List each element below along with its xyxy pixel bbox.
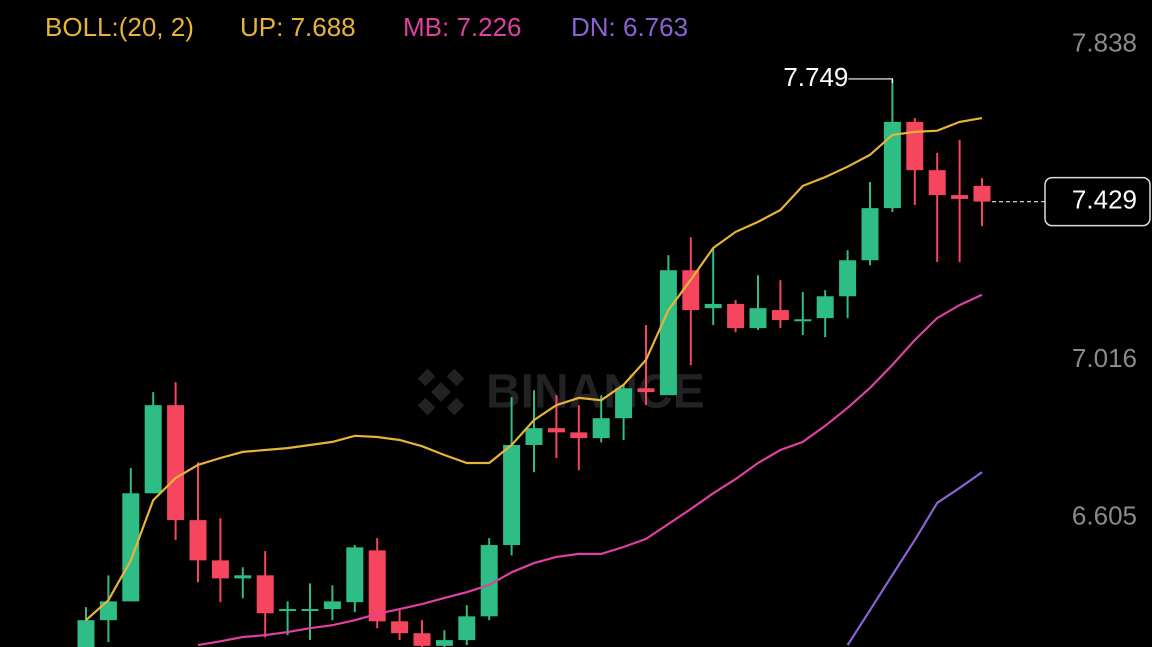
candle-body (525, 428, 543, 446)
candle-body (323, 601, 341, 610)
candle-body (458, 616, 476, 641)
candle-body (480, 545, 498, 617)
candle-body (211, 560, 229, 579)
y-tick-label: 6.605 (1072, 500, 1137, 530)
watermark-logo (417, 368, 465, 416)
candle-body (189, 520, 207, 561)
candle-body (928, 170, 946, 196)
candle-body (279, 609, 297, 612)
high-label: 7.749 (783, 62, 848, 92)
candle-body (391, 621, 409, 634)
candle-body (435, 640, 453, 646)
candle-body (368, 550, 386, 622)
candle-body (749, 308, 767, 329)
candle-body (637, 388, 655, 393)
candle-body (503, 445, 521, 546)
high-marker-line (848, 78, 893, 83)
y-tick-label: 7.838 (1072, 28, 1137, 58)
candle-body (682, 270, 700, 311)
candle-body (906, 121, 924, 171)
candle-body (592, 418, 610, 439)
band-line (85, 117, 983, 622)
band-line (846, 471, 983, 646)
candle-body (704, 303, 722, 309)
candle-body (973, 185, 991, 202)
indicator-label: BOLL:(20, 2) (45, 12, 194, 42)
candle-body (234, 575, 252, 579)
candle-body (951, 195, 969, 199)
candle-body (167, 405, 185, 521)
last-price-box (1044, 176, 1151, 227)
candle-body (659, 270, 677, 396)
candle-body (727, 303, 745, 329)
candle-body (615, 388, 633, 419)
candle-body (547, 428, 565, 433)
candle-body (413, 633, 431, 646)
candle-body (794, 319, 812, 322)
candle-body (122, 493, 140, 602)
last-price-label: 7.429 (1072, 184, 1137, 214)
candle-body (839, 260, 857, 297)
candle-body (570, 432, 588, 439)
y-tick-label: 7.016 (1072, 343, 1137, 373)
legend-entry: DN: 6.763 (571, 12, 688, 42)
candle-body (883, 121, 901, 209)
band-line (197, 293, 983, 647)
candles (77, 78, 991, 647)
candle-body (144, 405, 162, 494)
candle-body (77, 620, 95, 647)
candle-body (346, 547, 364, 603)
legend: BOLL:(20, 2) UP: 7.688 MB: 7.226 DN: 6.763 (45, 12, 688, 42)
legend-entry: MB: 7.226 (403, 12, 522, 42)
candle-body (816, 296, 834, 319)
candle-body (99, 601, 117, 621)
candle-body (771, 310, 789, 321)
candle-body (256, 575, 274, 614)
legend-entry: UP: 7.688 (240, 12, 356, 42)
candle-body (861, 208, 879, 261)
candle-body (301, 609, 319, 612)
